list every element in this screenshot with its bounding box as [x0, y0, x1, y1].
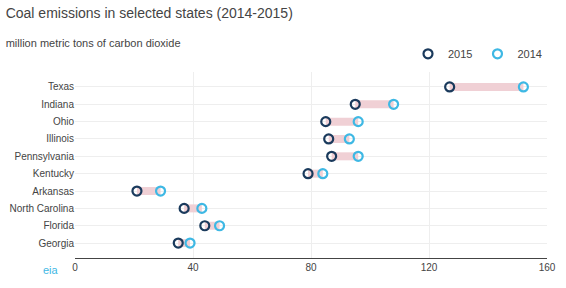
- svg-text:2015: 2015: [448, 48, 472, 60]
- svg-text:Kentucky: Kentucky: [33, 168, 74, 179]
- svg-text:Ohio: Ohio: [53, 116, 75, 127]
- svg-text:120: 120: [421, 262, 438, 273]
- svg-text:North Carolina: North Carolina: [10, 203, 75, 214]
- svg-text:80: 80: [305, 262, 317, 273]
- svg-text:0: 0: [72, 262, 78, 273]
- svg-text:2014: 2014: [517, 48, 541, 60]
- svg-text:million metric tons of carbon: million metric tons of carbon dioxide: [6, 37, 181, 49]
- svg-text:eia: eia: [43, 264, 59, 276]
- svg-text:160: 160: [539, 262, 556, 273]
- svg-text:Coal emissions in selected sta: Coal emissions in selected states (2014-…: [6, 5, 293, 21]
- svg-text:Pennsylvania: Pennsylvania: [15, 151, 75, 162]
- svg-text:40: 40: [187, 262, 199, 273]
- svg-text:Illinois: Illinois: [46, 133, 74, 144]
- svg-text:Indiana: Indiana: [41, 99, 74, 110]
- svg-text:Arkansas: Arkansas: [32, 186, 74, 197]
- svg-text:Texas: Texas: [48, 81, 74, 92]
- svg-text:Georgia: Georgia: [38, 238, 74, 249]
- svg-text:Florida: Florida: [43, 220, 74, 231]
